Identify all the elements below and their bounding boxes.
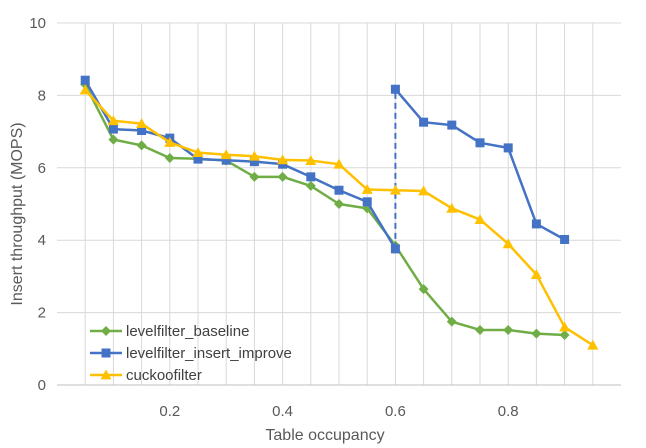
- data-point-levelfilter-insert-improve: [419, 117, 429, 127]
- legend-label: cuckoofilter: [126, 367, 202, 384]
- data-point-levelfilter-insert-improve: [560, 234, 570, 244]
- data-point-levelfilter-baseline: [418, 284, 429, 295]
- legend-item-levelfilter-insert-improve: levelfilter_insert_improve: [90, 345, 292, 362]
- data-point-levelfilter-insert-improve: [362, 197, 372, 207]
- data-point-cuckoofilter: [192, 147, 204, 157]
- y-tick-label: 4: [38, 232, 46, 249]
- data-point-levelfilter-insert-improve: [306, 172, 316, 182]
- legend: levelfilter_baseline levelfilter_insert_i…: [90, 323, 292, 384]
- data-point-levelfilter-baseline: [249, 171, 260, 182]
- data-point-cuckoofilter: [277, 154, 289, 165]
- data-point-cuckoofilter: [164, 136, 176, 147]
- data-point-cuckoofilter: [136, 118, 148, 129]
- data-point-levelfilter-baseline: [136, 140, 147, 151]
- series-line-levelfilter-insert-improve: [84, 79, 397, 250]
- data-point-cuckoofilter: [502, 238, 514, 249]
- data-point-cuckoofilter: [361, 184, 373, 194]
- data-point-levelfilter-insert-improve: [80, 75, 90, 85]
- data-point-cuckoofilter: [587, 339, 599, 350]
- data-point-levelfilter-baseline: [475, 324, 485, 335]
- data-point-levelfilter-insert-improve: [390, 84, 400, 94]
- series-cuckoofilter: [79, 84, 599, 350]
- data-point-levelfilter-baseline: [164, 153, 175, 164]
- x-axis-title: Table occupancy: [265, 427, 384, 444]
- data-point-levelfilter-baseline: [531, 328, 542, 339]
- data-point-cuckoofilter: [559, 321, 571, 332]
- data-series: [79, 75, 599, 350]
- x-tick-label: 0.8: [498, 403, 519, 420]
- y-axis-title: Insert throughput (MOPS): [9, 122, 26, 305]
- y-tick-label: 6: [38, 160, 46, 177]
- data-point-levelfilter-baseline: [334, 199, 344, 209]
- data-point-levelfilter-insert-improve: [249, 157, 259, 167]
- data-point-levelfilter-insert-improve: [531, 219, 541, 229]
- data-point-cuckoofilter: [220, 149, 232, 160]
- series-line-levelfilter-baseline: [84, 83, 565, 337]
- data-point-levelfilter-baseline: [108, 134, 119, 145]
- y-tick-label: 2: [38, 305, 46, 322]
- legend-swatch-marker: [101, 348, 111, 358]
- data-point-cuckoofilter: [530, 269, 542, 279]
- data-point-levelfilter-insert-improve: [390, 244, 400, 254]
- data-point-cuckoofilter: [333, 158, 345, 169]
- series-levelfilter-insert-improve: [80, 75, 570, 254]
- legend-item-cuckoofilter: cuckoofilter: [90, 367, 202, 384]
- legend-swatch-marker: [100, 369, 112, 380]
- data-point-levelfilter-insert-improve: [503, 143, 513, 153]
- y-tick-label: 8: [38, 87, 46, 104]
- data-point-levelfilter-insert-improve: [475, 138, 485, 148]
- data-point-cuckoofilter: [418, 185, 430, 196]
- legend-label: levelfilter_baseline: [126, 323, 249, 340]
- data-point-levelfilter-insert-improve: [334, 185, 344, 195]
- data-point-levelfilter-baseline: [305, 180, 316, 191]
- data-point-levelfilter-insert-improve: [137, 126, 147, 136]
- data-point-cuckoofilter: [248, 150, 260, 161]
- data-point-levelfilter-baseline: [277, 171, 288, 182]
- data-point-cuckoofilter: [474, 214, 486, 224]
- data-point-levelfilter-insert-improve: [221, 155, 231, 165]
- data-point-levelfilter-insert-improve: [108, 124, 118, 134]
- data-point-levelfilter-baseline: [559, 330, 570, 341]
- x-tick-label: 0.6: [385, 403, 406, 420]
- data-point-cuckoofilter: [389, 184, 401, 195]
- legend-item-levelfilter-baseline: levelfilter_baseline: [90, 323, 249, 340]
- legend-swatch-marker: [101, 326, 111, 336]
- data-point-levelfilter-baseline: [446, 316, 457, 327]
- data-point-cuckoofilter: [305, 155, 317, 165]
- series-levelfilter-baseline: [80, 79, 570, 341]
- y-tick-label: 10: [29, 15, 46, 32]
- data-point-cuckoofilter: [79, 84, 91, 95]
- data-point-levelfilter-baseline: [503, 324, 514, 335]
- legend-label: levelfilter_insert_improve: [126, 345, 292, 362]
- x-tick-label: 0.4: [272, 403, 293, 420]
- x-tick-label: 0.2: [159, 403, 180, 420]
- data-point-cuckoofilter: [107, 115, 119, 126]
- data-point-cuckoofilter: [446, 202, 458, 213]
- y-tick-label: 0: [38, 377, 46, 394]
- data-point-levelfilter-insert-improve: [447, 120, 457, 130]
- data-point-levelfilter-insert-improve: [193, 154, 203, 164]
- axes: 0 2 4 6 8 10 0.2 0.4 0.6 0.8: [29, 15, 621, 420]
